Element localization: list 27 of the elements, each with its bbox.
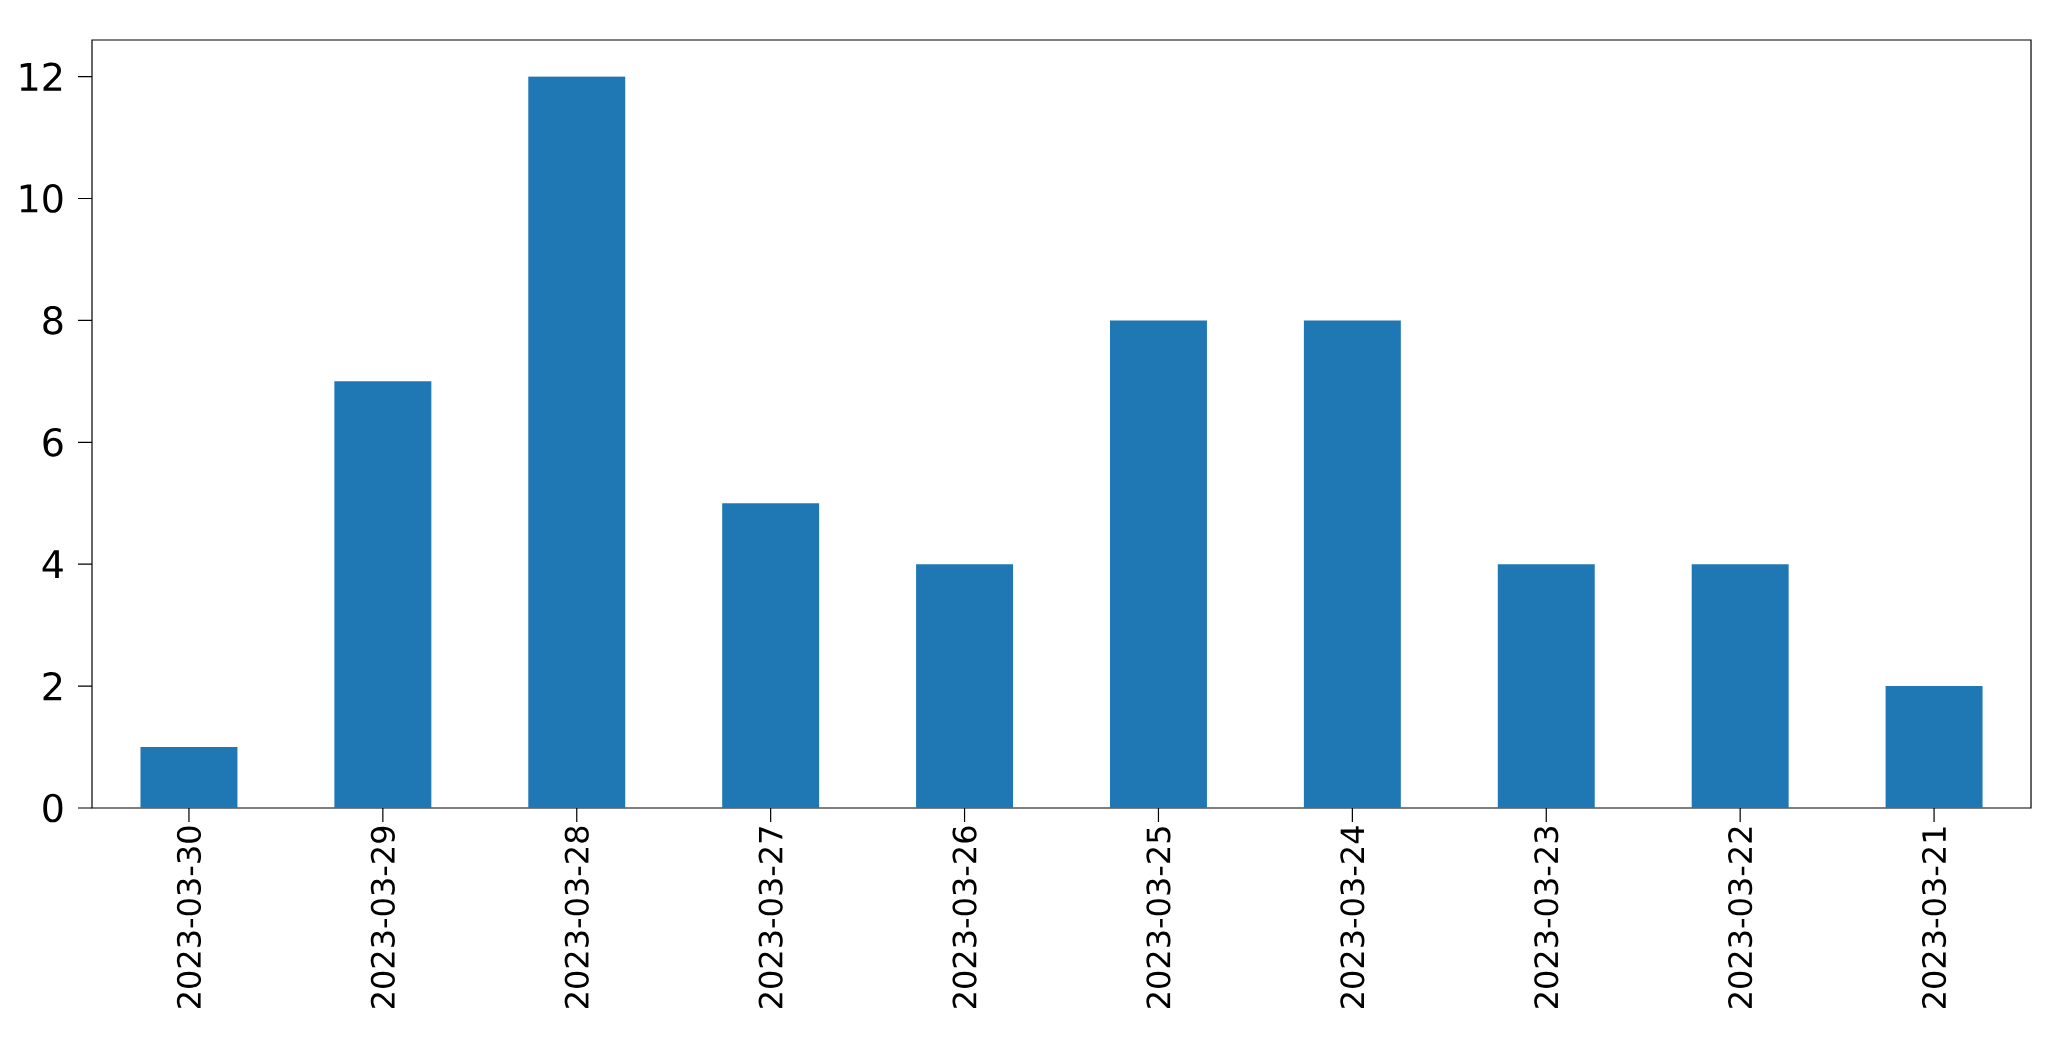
x-tick-label: 2023-03-29 [370, 826, 395, 1009]
bar [140, 747, 238, 808]
x-tick-label: 2023-03-27 [758, 827, 783, 1009]
bar [1109, 320, 1207, 808]
y-tick-label: 12 [20, 62, 62, 91]
bar [1691, 564, 1789, 808]
y-tick-label: 10 [20, 184, 63, 213]
bar [1497, 564, 1595, 808]
x-tick-label: 2023-03-30 [176, 826, 202, 1009]
x-tick-label: 2023-03-26 [952, 826, 977, 1009]
bar [528, 76, 626, 808]
bar [722, 503, 820, 808]
x-tick-label: 2023-03-28 [564, 826, 589, 1009]
x-tick-label: 2023-03-22 [1728, 827, 1753, 1009]
x-tick-label: 2023-03-23 [1534, 827, 1559, 1009]
bar [334, 381, 432, 808]
bar [1303, 320, 1401, 808]
y-tick-label: 6 [43, 427, 63, 457]
y-tick-label: 0 [43, 793, 63, 823]
x-tick-label: 2023-03-21 [1921, 827, 1947, 1009]
y-tick-label: 8 [43, 306, 63, 335]
x-tick-label: 2023-03-24 [1340, 826, 1365, 1009]
y-tick-label: 4 [42, 550, 63, 579]
x-tick-label: 2023-03-25 [1146, 827, 1171, 1009]
bar [1885, 686, 1983, 808]
bar [916, 564, 1014, 808]
y-tick-label: 2 [43, 672, 62, 701]
